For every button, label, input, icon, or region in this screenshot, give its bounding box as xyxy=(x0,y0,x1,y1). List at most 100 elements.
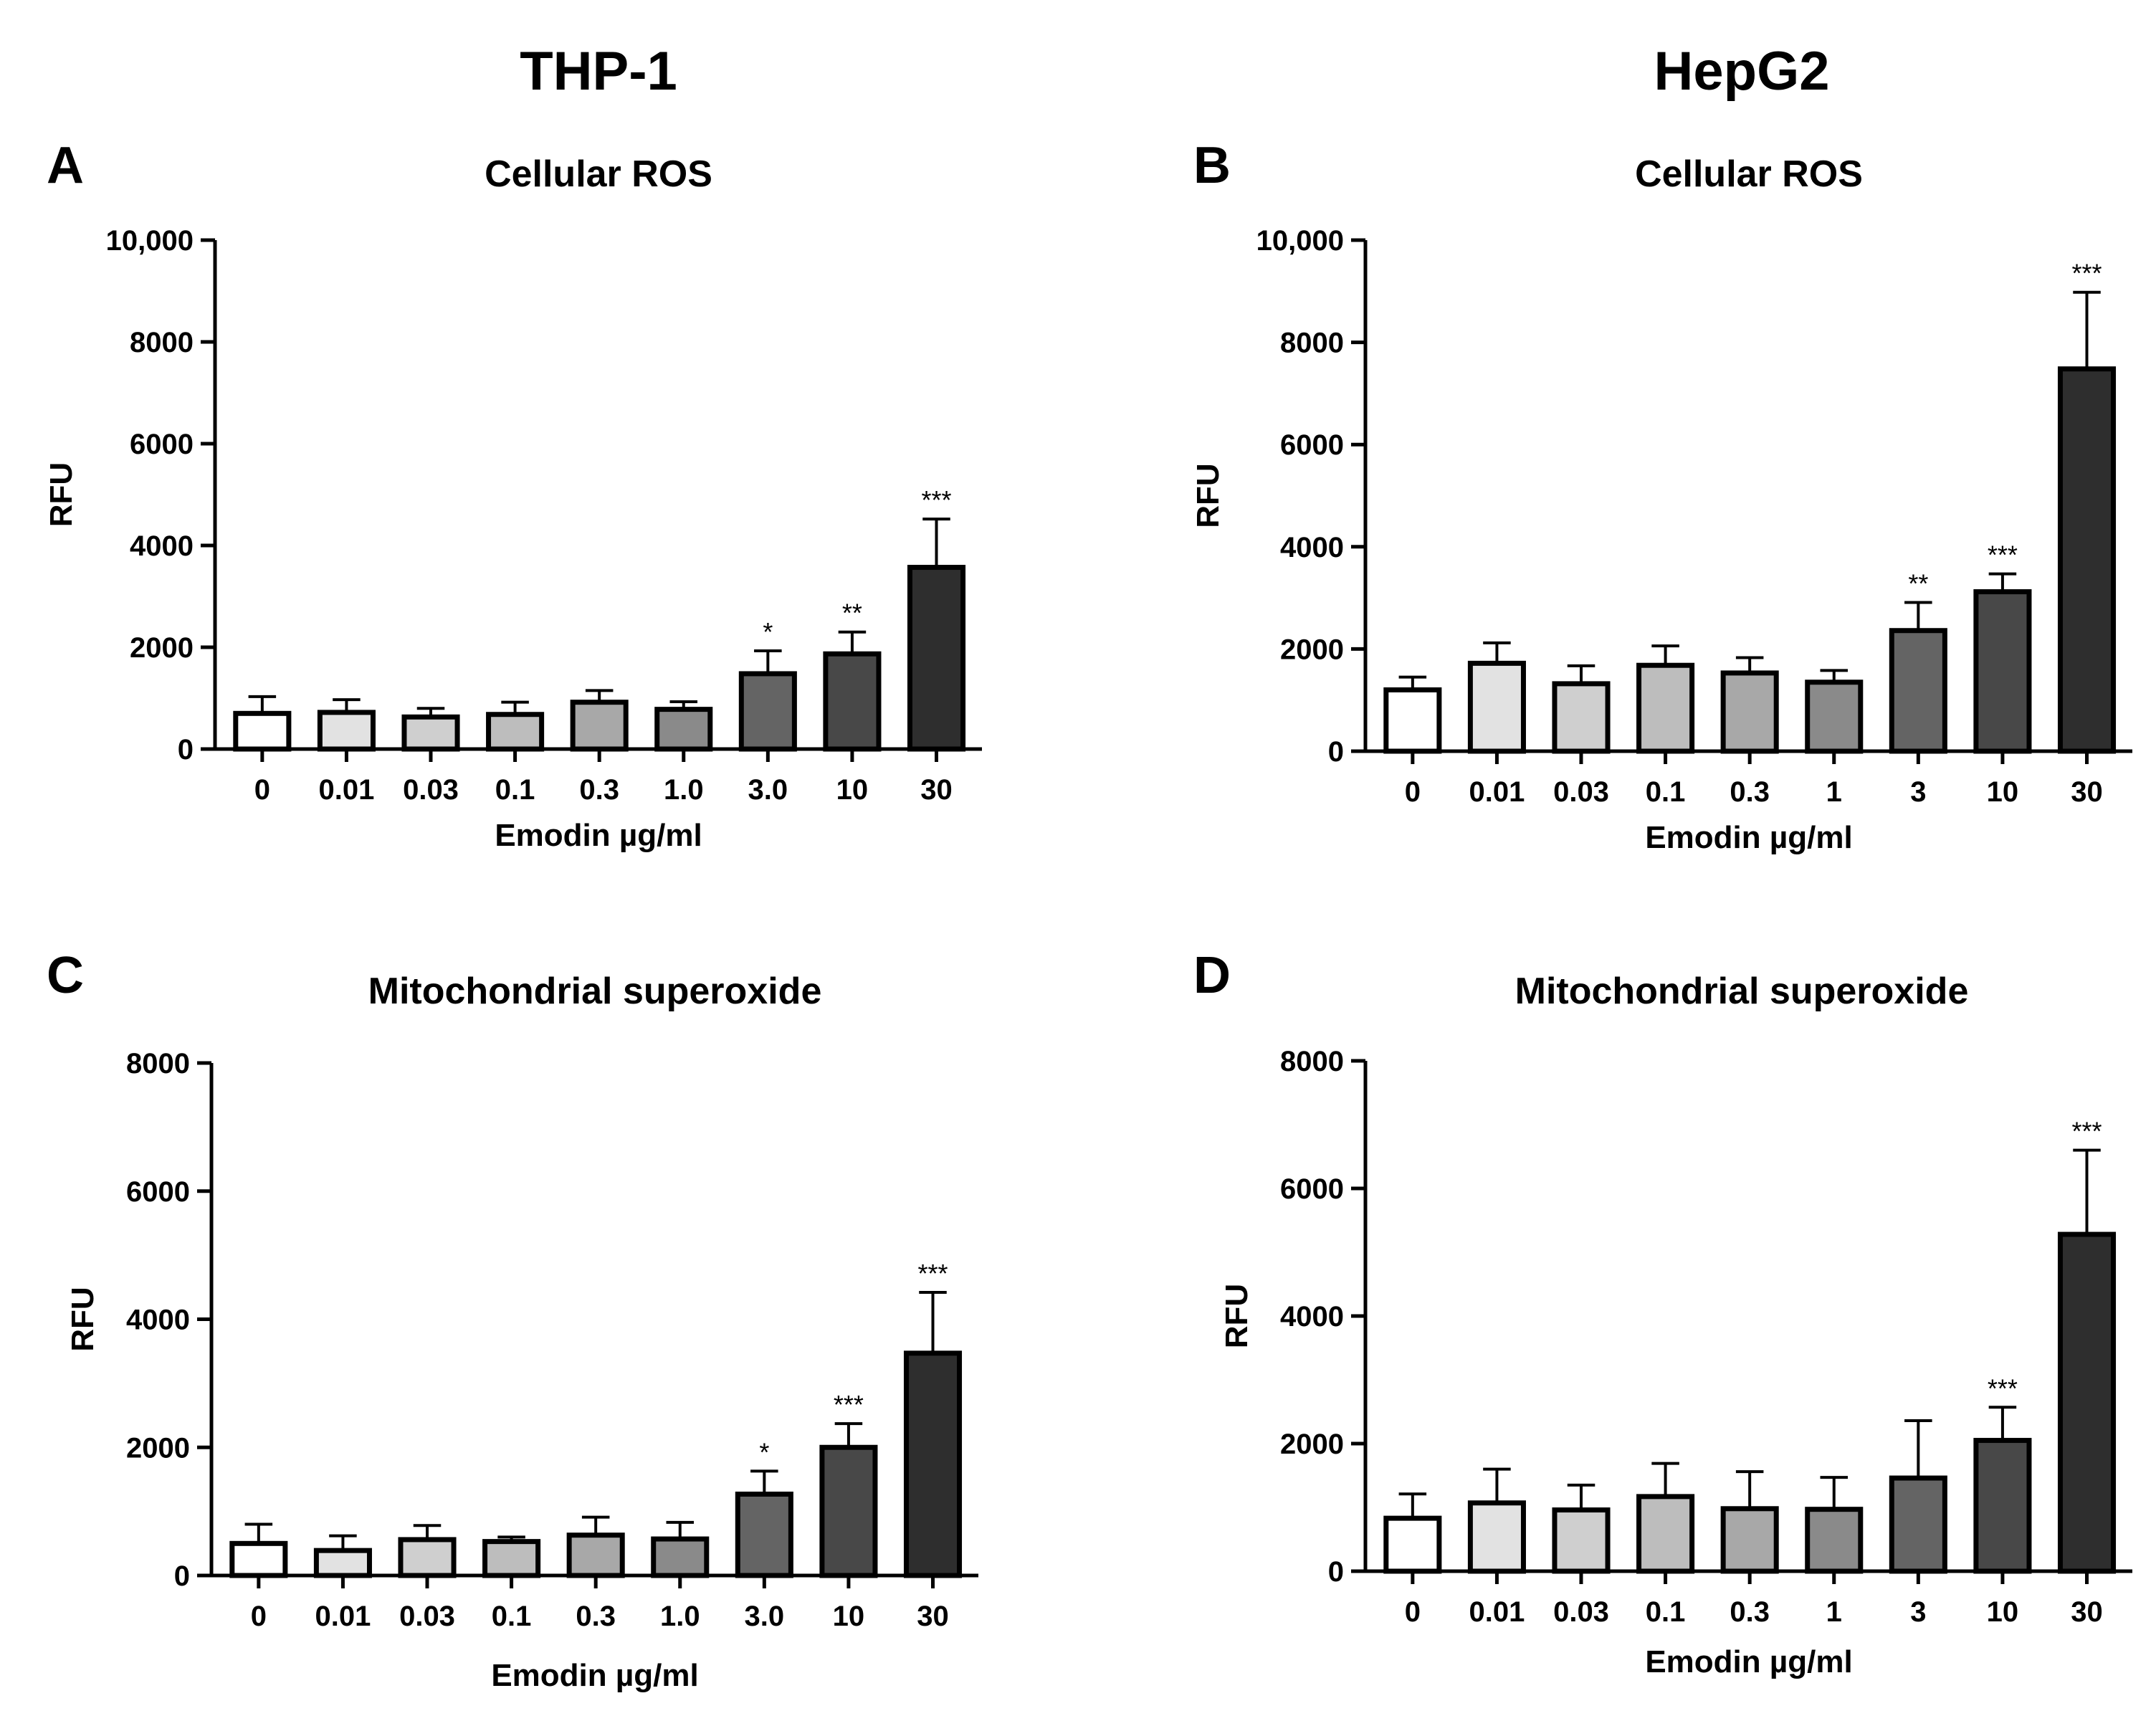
y-tick-label: 2000 xyxy=(1280,1429,1344,1460)
x-tick-label: 0.3 xyxy=(1730,1596,1770,1628)
x-axis-label: Emodin µg/ml xyxy=(495,818,702,853)
x-tick-label: 0.1 xyxy=(492,1601,532,1632)
x-tick-label: 0.01 xyxy=(1469,1596,1525,1628)
chart-title: Cellular ROS xyxy=(485,153,712,195)
bar xyxy=(1383,1515,1442,1574)
significance-label: *** xyxy=(2071,259,2102,288)
panel-b: B Cellular ROS 0 2000 4000 6000 8000 10,000 RFU 0… xyxy=(1191,137,2132,855)
y-tick-label: 6000 xyxy=(130,429,194,460)
bar xyxy=(2057,1231,2117,1574)
panel-letter: A xyxy=(47,137,84,194)
bar xyxy=(1889,1475,1947,1574)
y-tick-label: 8000 xyxy=(1280,1046,1344,1077)
x-tick-label: 1.0 xyxy=(664,774,704,806)
bar xyxy=(1720,670,1779,754)
y-axis-label: RFU xyxy=(65,1287,100,1351)
x-tick-label: 3.0 xyxy=(745,1601,785,1632)
x-tick-label: 10 xyxy=(833,1601,865,1632)
y-tick-label: 6000 xyxy=(1280,429,1344,461)
x-tick-label: 30 xyxy=(917,1601,949,1632)
significance-label: *** xyxy=(1988,1373,2018,1403)
bar xyxy=(566,1532,625,1578)
bar xyxy=(654,707,713,752)
significance-label: *** xyxy=(917,1259,948,1288)
significance-label: *** xyxy=(921,485,951,515)
bar xyxy=(398,1537,457,1578)
y-tick-label: 4000 xyxy=(1280,532,1344,563)
x-tick-label: 0.3 xyxy=(576,1601,616,1632)
y-tick-label: 10,000 xyxy=(1256,225,1344,257)
bar xyxy=(651,1536,710,1578)
bar xyxy=(313,1548,372,1578)
x-tick-label: 1 xyxy=(1826,776,1842,808)
chart-title: Mitochondrial superoxide xyxy=(368,971,822,1012)
y-tick-label: 6000 xyxy=(1280,1173,1344,1205)
y-tick-label: 0 xyxy=(178,734,194,766)
bar xyxy=(570,700,629,752)
x-tick-label: 0 xyxy=(254,774,270,806)
bar xyxy=(401,714,460,752)
x-axis-label: Emodin µg/ml xyxy=(1645,820,1852,855)
x-tick-label: 0.1 xyxy=(1646,1596,1686,1628)
bar xyxy=(1720,1506,1779,1574)
significance-label: *** xyxy=(1988,540,2018,570)
y-axis-label: RFU xyxy=(1219,1284,1254,1348)
x-tick-label: 0.3 xyxy=(1730,776,1770,808)
y-tick-label: 4000 xyxy=(126,1305,190,1336)
bar xyxy=(907,565,966,752)
bar xyxy=(738,671,797,752)
panel-letter: B xyxy=(1193,137,1231,194)
bar xyxy=(1805,1507,1864,1574)
x-tick-label: 30 xyxy=(2071,776,2103,808)
x-tick-label: 0 xyxy=(1405,1596,1421,1628)
x-axis-label: Emodin µg/ml xyxy=(491,1658,698,1693)
bar xyxy=(1805,680,1864,754)
column-title-thp1: THP-1 xyxy=(520,41,677,102)
x-tick-label: 1 xyxy=(1826,1596,1842,1628)
y-tick-label: 8000 xyxy=(130,327,194,358)
bar xyxy=(819,1444,878,1578)
y-tick-label: 0 xyxy=(174,1560,190,1592)
y-tick-label: 4000 xyxy=(1280,1301,1344,1333)
bar xyxy=(2057,366,2117,754)
x-tick-label: 0 xyxy=(251,1601,267,1632)
x-tick-label: 0.01 xyxy=(318,774,374,806)
bar xyxy=(1467,660,1526,754)
bar xyxy=(735,1491,793,1578)
y-tick-label: 0 xyxy=(1328,1556,1344,1588)
significance-label: *** xyxy=(834,1390,864,1419)
x-tick-label: 1.0 xyxy=(660,1601,700,1632)
x-tick-label: 0.03 xyxy=(403,774,459,806)
x-tick-label: 3 xyxy=(1910,1596,1926,1628)
significance-label: * xyxy=(763,617,773,647)
x-tick-label: 10 xyxy=(1987,776,2019,808)
x-tick-label: 0 xyxy=(1405,776,1421,808)
x-tick-label: 0.03 xyxy=(399,1601,455,1632)
bar xyxy=(1889,628,1947,754)
bar xyxy=(1636,662,1695,754)
y-tick-label: 2000 xyxy=(1280,634,1344,665)
bar xyxy=(486,712,545,752)
x-tick-label: 0.03 xyxy=(1553,776,1609,808)
x-tick-label: 0.01 xyxy=(315,1601,371,1632)
bar xyxy=(1383,687,1442,754)
y-tick-label: 6000 xyxy=(126,1176,190,1208)
x-tick-label: 30 xyxy=(2071,1596,2103,1628)
x-tick-label: 10 xyxy=(1987,1596,2019,1628)
y-axis-label: RFU xyxy=(44,462,79,527)
y-tick-label: 0 xyxy=(1328,736,1344,768)
chart-title: Cellular ROS xyxy=(1635,153,1863,195)
y-tick-label: 2000 xyxy=(126,1432,190,1464)
significance-label: * xyxy=(759,1437,769,1467)
bar xyxy=(1467,1500,1526,1574)
significance-label: ** xyxy=(842,599,862,628)
panel-letter: C xyxy=(47,947,84,1004)
column-title-hepg2: HepG2 xyxy=(1654,41,1830,102)
x-tick-label: 10 xyxy=(836,774,869,806)
bar xyxy=(903,1350,963,1578)
x-tick-label: 3.0 xyxy=(748,774,788,806)
x-tick-label: 3 xyxy=(1910,776,1926,808)
y-axis-label: RFU xyxy=(1191,463,1226,528)
x-tick-label: 30 xyxy=(920,774,953,806)
